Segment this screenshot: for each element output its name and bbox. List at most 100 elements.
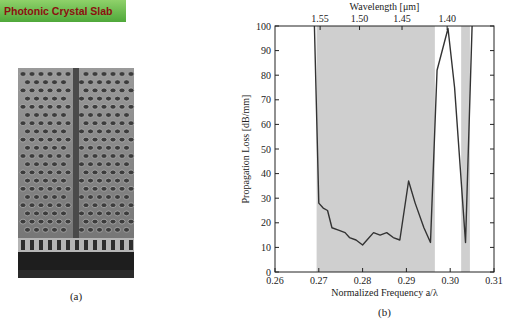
sem-hole — [92, 154, 98, 159]
y-tick-right — [490, 247, 494, 248]
sem-hole — [65, 137, 71, 142]
axes: 0.260.270.280.290.300.310102030405060708… — [240, 1, 503, 298]
x-tick — [406, 268, 407, 272]
sem-hole — [115, 227, 121, 232]
y-tick-right — [490, 272, 494, 273]
sem-edge — [18, 238, 134, 252]
sem-hole — [110, 170, 116, 175]
sem-hole — [88, 80, 94, 85]
sem-hole — [83, 170, 89, 175]
x2-tick-label: 1.40 — [438, 13, 456, 24]
sem-hole — [38, 203, 44, 208]
sem-hole — [106, 227, 112, 232]
sem-hole — [128, 203, 134, 208]
sem-hole — [34, 195, 40, 200]
sem-hole — [65, 154, 71, 159]
sem-hole — [52, 178, 58, 183]
sem-pillar — [84, 240, 88, 250]
x2-tick — [359, 26, 360, 30]
sem-hole — [61, 211, 67, 216]
sem-hole — [92, 170, 98, 175]
y-tick-label: 70 — [261, 94, 271, 105]
y-tick-right — [490, 173, 494, 174]
sem-hole — [115, 129, 121, 134]
sem-hole — [119, 170, 125, 175]
sem-hole — [47, 186, 53, 191]
x2-tick-label: 1.50 — [351, 13, 369, 24]
sem-hole — [38, 72, 44, 77]
x-tick — [362, 268, 363, 272]
sem-hole — [52, 80, 58, 85]
y-tick — [275, 50, 279, 51]
sem-hole — [92, 104, 98, 109]
sem-hole — [106, 129, 112, 134]
sem-hole — [83, 88, 89, 93]
sem-hole — [47, 72, 53, 77]
sem-hole — [29, 121, 35, 126]
sem-hole — [88, 195, 94, 200]
sem-hole — [83, 219, 89, 224]
sem-hole — [65, 72, 71, 77]
sem-hole — [110, 88, 116, 93]
sem-hole — [124, 96, 130, 101]
sem-hole — [124, 211, 130, 216]
sem-hole — [101, 104, 107, 109]
sem-hole — [56, 72, 62, 77]
sem-hole — [92, 72, 98, 77]
sem-hole — [97, 162, 103, 167]
sem-hole — [47, 219, 53, 224]
sem-hole — [65, 170, 71, 175]
sem-hole — [88, 113, 94, 118]
sem-hole — [106, 211, 112, 216]
sem-hole — [79, 178, 85, 183]
x-tick-label: 0.29 — [398, 275, 416, 286]
sem-hole — [38, 170, 44, 175]
sem-hole — [25, 80, 31, 85]
y-tick-right — [490, 149, 494, 150]
x-tick — [494, 268, 495, 272]
sem-hole — [124, 113, 130, 118]
y-tick — [275, 173, 279, 174]
sem-hole — [110, 121, 116, 126]
sem-hole — [79, 211, 85, 216]
x-tick — [318, 268, 319, 272]
sem-hole — [110, 72, 116, 77]
sem-hole — [88, 227, 94, 232]
y-tick — [275, 26, 279, 27]
y-tick-label: 90 — [261, 45, 271, 56]
sem-pillar — [129, 240, 133, 250]
sem-hole — [65, 219, 71, 224]
sem-pillar — [102, 240, 106, 250]
sem-hole — [56, 203, 62, 208]
sem-hole — [38, 121, 44, 126]
panel-label: (b) — [378, 306, 391, 319]
sem-hole — [110, 154, 116, 159]
sem-hole — [20, 72, 26, 77]
sem-hole — [128, 72, 134, 77]
sem-hole — [65, 186, 71, 191]
sem-hole — [56, 170, 62, 175]
sem-hole — [43, 227, 49, 232]
sem-hole — [128, 137, 134, 142]
sem-hole — [38, 88, 44, 93]
sem-hole — [79, 195, 85, 200]
sem-hole — [110, 186, 116, 191]
sem-hole — [38, 104, 44, 109]
y-tick-label: 30 — [261, 193, 271, 204]
sem-hole — [25, 129, 31, 134]
sem-pillar — [111, 240, 115, 250]
sem-hole — [25, 162, 31, 167]
sem-hole — [47, 170, 53, 175]
sem-hole — [65, 88, 71, 93]
sem-hole — [56, 154, 62, 159]
sem-hole — [124, 227, 130, 232]
sem-hole — [128, 104, 134, 109]
sem-hole — [79, 129, 85, 134]
sem-hole — [29, 88, 35, 93]
sem-hole — [119, 219, 125, 224]
sem-hole — [20, 104, 26, 109]
sem-hole — [119, 121, 125, 126]
sem-hole — [61, 162, 67, 167]
sem-hole — [97, 195, 103, 200]
sem-hole — [106, 113, 112, 118]
